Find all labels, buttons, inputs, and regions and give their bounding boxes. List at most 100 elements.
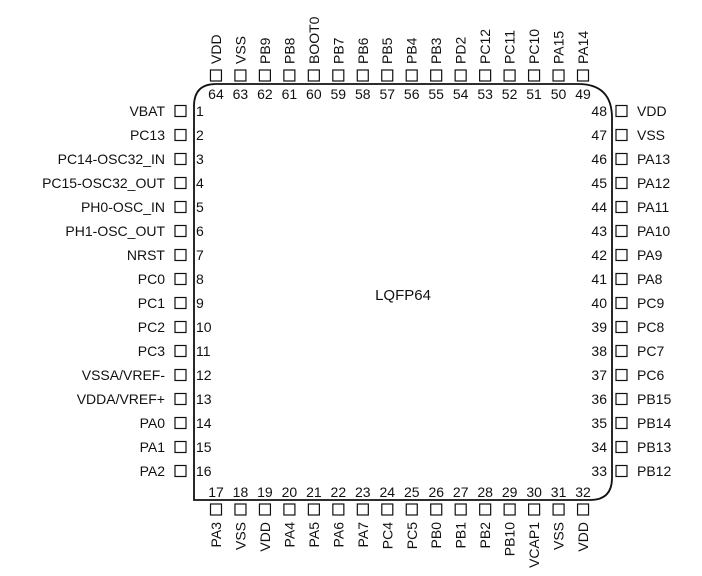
pin-pad [615,272,628,286]
pin-number: 11 [196,343,211,359]
pin-name: PA5 [306,522,322,548]
pin-name: PA6 [330,522,346,548]
pin-number: 45 [591,175,607,191]
pin-pad [576,503,590,516]
pin-number: 5 [196,199,204,215]
pin-number: 7 [196,247,204,263]
pin-pad [405,503,418,516]
pin-name: PC7 [637,343,664,359]
pin-pad [615,104,628,118]
pin-number: 19 [257,484,273,500]
pin-name: PB6 [355,37,371,64]
pin-name: PC10 [526,29,542,64]
pin-name: VCAP1 [526,522,542,568]
pin-number: 46 [591,151,607,167]
pin-name: PA1 [140,439,166,455]
pin-name: PA2 [140,463,166,479]
pin-pad [527,69,541,82]
pin-name: PB5 [379,37,395,64]
pin-number: 61 [282,86,298,102]
pin-number: 38 [591,343,607,359]
pin-name: PA9 [637,247,663,263]
pin-pad [258,503,272,516]
pin-number: 52 [502,86,518,102]
pins-layer: 1VBAT2PC133PC14-OSC32_IN4PC15-OSC32_OUT5… [42,16,671,568]
pin-pad [430,69,443,82]
pin-pad [615,152,628,166]
pin-name: PA0 [140,415,166,431]
pin-pad [174,176,187,190]
pin-name: PB9 [257,37,273,64]
pin-number: 56 [404,86,420,102]
pin-name: PC11 [502,30,518,64]
pin-number: 4 [196,175,204,191]
pin-number: 29 [502,484,518,500]
pin-pad [283,69,296,82]
pin-name: VDD [575,522,591,552]
pin-number: 41 [591,271,607,287]
pin-name: PB13 [637,439,671,455]
pin-name: PC6 [637,367,664,383]
pin-number: 13 [196,391,212,407]
pin-number: 50 [551,86,567,102]
pin-number: 42 [591,247,607,263]
pin-name: VSS [232,36,248,64]
pin-name: PC3 [138,343,165,359]
pin-name: PA4 [281,522,297,548]
pin-pad [174,200,187,214]
pin-pad [174,224,187,238]
pin-number: 15 [196,439,212,455]
pin-name: PB7 [330,37,346,64]
pin-number: 57 [379,86,395,102]
pin-pad [454,69,467,82]
pin-pad [615,392,628,406]
pin-name: PA14 [575,31,591,64]
pin-number: 49 [575,86,591,102]
pin-name: VSS [637,127,665,143]
pin-pad [174,416,187,430]
pin-number: 39 [591,319,607,335]
package-name: LQFP64 [375,287,431,304]
pin-number: 21 [306,484,322,500]
pin-pad [615,128,628,142]
pin-name: VSS [232,522,248,550]
pin-pad [209,69,223,82]
pin-pad [307,69,320,82]
pin-pad [381,503,394,516]
pin-number: 51 [526,86,542,102]
pin-name: PA7 [355,522,371,548]
pin-name: VDD [208,34,224,64]
pin-name: VDD [637,103,667,119]
pin-number: 62 [257,86,273,102]
pin-number: 12 [196,367,212,383]
pin-number: 53 [477,86,493,102]
pin-number: 17 [208,484,224,500]
pin-pad [283,503,296,516]
pin-pad [615,440,628,454]
pin-number: 14 [196,415,212,431]
pin-number: 26 [428,484,444,500]
pin-pad [174,296,187,310]
pin-name: PH0-OSC_IN [81,199,165,215]
pin-pad [503,69,516,82]
pin-number: 34 [591,439,607,455]
pin-pad [174,440,187,454]
pin-number: 33 [591,463,607,479]
pin-number: 58 [355,86,371,102]
pin-name: PB8 [281,37,297,64]
pin-number: 23 [355,484,371,500]
pin-number: 63 [233,86,249,102]
pin-pad [174,248,187,262]
pin-number: 6 [196,223,204,239]
pin-pad [615,296,628,310]
pin-pad [615,368,628,382]
package-body-outline [193,83,613,501]
pin-name: PC14-OSC32_IN [58,151,165,167]
pin-pad [430,503,443,516]
pin-name: PC0 [138,271,165,287]
pin-number: 1 [196,103,204,119]
pin-number: 8 [196,271,204,287]
pin-number: 47 [591,127,607,143]
pin-name: PH1-OSC_OUT [65,223,165,239]
pin-number: 16 [196,463,212,479]
